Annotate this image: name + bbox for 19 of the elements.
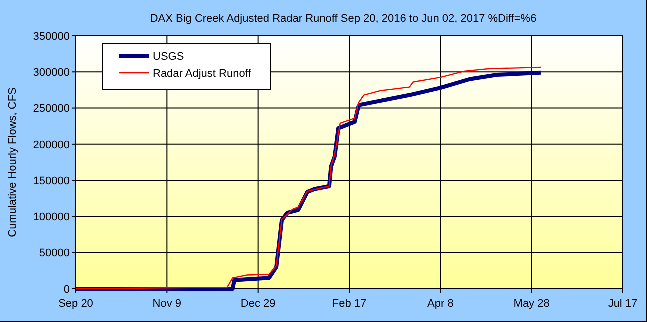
chart-title: DAX Big Creek Adjusted Radar Runoff Sep 20, 2016 to Jun 02, 2017 %Diff=%6	[150, 13, 537, 25]
x-tick-label: Apr 8	[428, 298, 454, 310]
x-tick-label: Dec 29	[240, 298, 276, 310]
y-tick-label: 200000	[33, 139, 70, 152]
y-axis-title: Cumulative Hourly Flows, CFS	[7, 88, 19, 238]
legend-label: Radar Adjust Runoff	[153, 68, 252, 80]
x-tick-label: Jul 17	[608, 298, 638, 310]
legend-label: USGS	[153, 50, 184, 63]
y-tick-label: 100000	[33, 212, 70, 224]
x-tick-label: Nov 9	[152, 298, 182, 310]
y-tick-label: 150000	[33, 175, 70, 188]
y-tick-label: 250000	[33, 103, 70, 116]
y-tick-label: 350000	[33, 30, 70, 43]
x-tick-label: May 28	[514, 298, 550, 310]
y-tick-label: 50000	[39, 248, 70, 260]
y-tick-label: 0	[64, 284, 70, 296]
x-tick-label: Feb 17	[332, 298, 367, 310]
y-tick-label: 300000	[33, 66, 70, 79]
x-tick-label: Sep 20	[58, 298, 94, 310]
